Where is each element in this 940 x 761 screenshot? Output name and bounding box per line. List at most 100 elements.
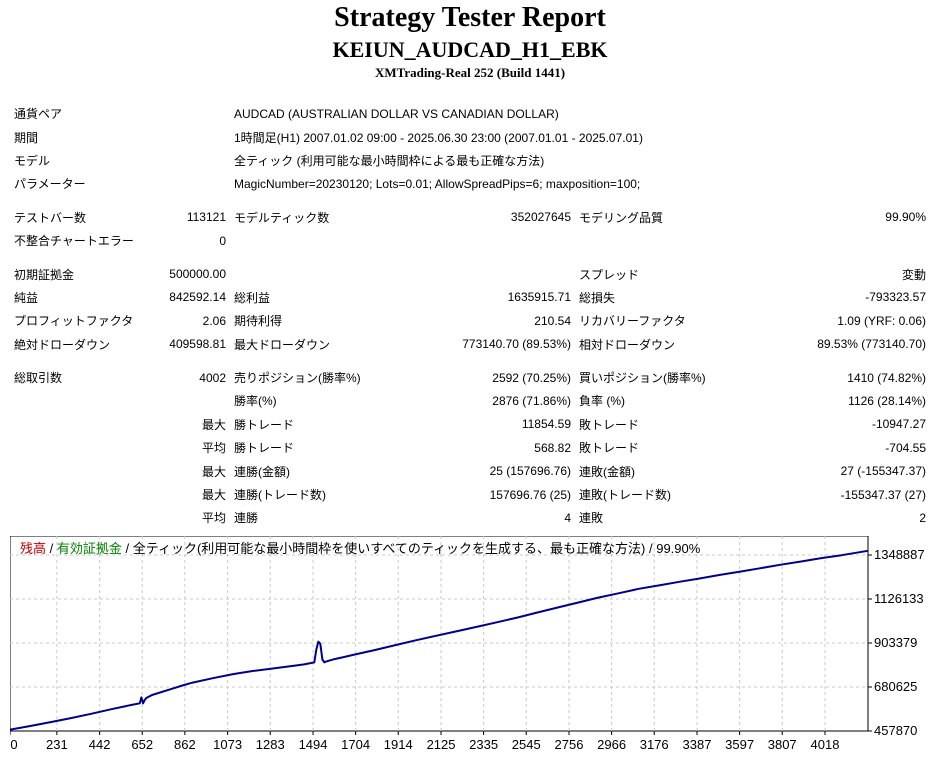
value-parameters: MagicNumber=20230120; Lots=0.01; AllowSp…	[234, 176, 641, 191]
x-tick-label: 231	[46, 737, 68, 752]
value-consec-losses-money: 27 (-155347.37)	[840, 464, 926, 479]
x-tick-label: 0	[10, 737, 17, 752]
value-grossloss: -793323.57	[865, 290, 926, 305]
label-quality: モデリング品質	[579, 210, 664, 225]
value-expected: 210.54	[534, 313, 571, 328]
x-tick-label: 2125	[427, 737, 456, 752]
legend-balance: 残高	[20, 541, 46, 556]
value-mismatch: 0	[219, 233, 226, 248]
balance-line	[10, 549, 869, 731]
label-symbol: 通貨ペア	[14, 107, 63, 122]
row-consec-money: 最大 連勝(金額) 25 (157696.76) 連敗(金額) 27 (-155…	[10, 459, 930, 482]
x-tick-label: 1914	[384, 737, 413, 752]
label-max-1: 最大	[201, 417, 226, 432]
row-total-trades: 総取引数 4002 売りポジション(勝率%) 2592 (70.25%) 買いポ…	[10, 366, 930, 389]
value-reldd: 89.53% (773140.70)	[817, 337, 926, 352]
value-avg-loss: -704.55	[885, 440, 926, 455]
y-tick-label: 680625	[874, 679, 917, 694]
label-maxdd: 最大ドローダウン	[234, 337, 331, 352]
label-parameters: パラメーター	[14, 177, 86, 192]
y-tick-label: 1348887	[874, 547, 925, 562]
x-tick-label: 4018	[811, 737, 840, 752]
value-period: 1時間足(H1) 2007.01.02 09:00 - 2025.06.30 2…	[234, 130, 643, 145]
value-avg-consec-wins: 4	[564, 510, 571, 525]
label-avg-win: 勝トレード	[234, 441, 295, 456]
label-absdd: 絶対ドローダウン	[14, 337, 111, 352]
y-tick-label: 457870	[874, 723, 917, 738]
label-model: モデル	[14, 153, 51, 168]
row-largest: 最大 勝トレード 11854.59 敗トレード -10947.27	[10, 413, 930, 436]
x-tick-label: 2335	[469, 737, 498, 752]
y-tick-label: 903379	[874, 635, 917, 650]
label-netprofit: 純益	[14, 290, 39, 305]
value-grossprofit: 1635915.71	[507, 290, 571, 305]
x-tick-label: 1704	[341, 737, 370, 752]
x-tick-label: 2545	[512, 737, 541, 752]
label-recovery: リカバリーファクタ	[579, 314, 686, 329]
label-expected: 期待利得	[234, 314, 283, 329]
x-tick-label: 3807	[768, 737, 797, 752]
legend-description: 全ティック(利用可能な最小時間枠を使いすべてのティックを生成する、最も正確な方法…	[133, 541, 701, 556]
label-short: 売りポジション(勝率%)	[234, 371, 361, 386]
label-long: 買いポジション(勝率%)	[579, 371, 706, 386]
label-winrate: 勝率(%)	[234, 394, 277, 409]
label-avg-consec-wins: 連勝	[234, 511, 259, 526]
value-profitfactor: 2.06	[202, 313, 226, 328]
label-mismatch: 不整合チャートエラー	[14, 234, 134, 249]
label-max-3: 最大	[201, 488, 226, 503]
value-spread: 変動	[901, 267, 926, 282]
label-reldd: 相対ドローダウン	[579, 337, 676, 352]
value-symbol: AUDCAD (AUSTRALIAN DOLLAR VS CANADIAN DO…	[234, 106, 559, 121]
plot-frame	[10, 536, 869, 732]
label-avg-loss: 敗トレード	[579, 441, 640, 456]
label-avg-consec-losses: 連敗	[579, 511, 604, 526]
value-consec-wins-count: 157696.76 (25)	[489, 487, 571, 502]
row-profitfactor: プロフィットファクタ 2.06 期待利得 210.54 リカバリーファクタ 1.…	[10, 309, 930, 332]
row-average: 平均 勝トレード 568.82 敗トレード -704.55	[10, 436, 930, 459]
label-lossrate: 負率 (%)	[579, 394, 625, 409]
x-tick-label: 862	[174, 737, 196, 752]
label-avg-1: 平均	[201, 441, 226, 456]
x-tick-label: 2756	[555, 737, 584, 752]
value-recovery: 1.09 (YRF: 0.06)	[837, 313, 926, 328]
value-avg-consec-losses: 2	[919, 510, 926, 525]
value-ticks: 352027645	[510, 210, 571, 225]
label-largest-loss: 敗トレード	[579, 417, 640, 432]
value-avg-win: 568.82	[534, 440, 571, 455]
chart-grid	[10, 536, 868, 731]
label-grossprofit: 総利益	[234, 290, 271, 305]
x-tick-label: 652	[131, 737, 153, 752]
x-axis-labels: 0 231 442 652 862 1073 1283 1494 1704 1914 2125 233…	[10, 731, 839, 752]
x-tick-label: 3387	[683, 737, 712, 752]
server-build: XMTrading-Real 252 (Build 1441)	[374, 65, 566, 80]
legend-sep-2: /	[122, 541, 133, 556]
label-bars: テストバー数	[14, 210, 87, 225]
value-largest-win: 11854.59	[521, 417, 571, 432]
report-table: 通貨ペア AUDCAD (AUSTRALIAN DOLLAR VS CANADI…	[10, 102, 930, 530]
label-consec-wins-count: 連勝(トレード数)	[234, 488, 326, 503]
x-tick-label: 3597	[725, 737, 754, 752]
value-total-trades: 4002	[199, 370, 226, 385]
value-netprofit: 842592.14	[169, 290, 226, 305]
row-parameters: パラメーター MagicNumber=20230120; Lots=0.01; …	[10, 172, 930, 195]
value-quality: 99.90%	[885, 210, 926, 225]
label-period: 期間	[14, 130, 39, 145]
row-winrate: 勝率(%) 2876 (71.86%) 負率 (%) 1126 (28.14%)	[10, 389, 930, 412]
row-symbol: 通貨ペア AUDCAD (AUSTRALIAN DOLLAR VS CANADI…	[10, 102, 930, 125]
label-largest-win: 勝トレード	[234, 417, 295, 432]
x-tick-label: 442	[89, 737, 111, 752]
value-deposit: 500000.00	[169, 267, 226, 282]
row-period: 期間 1時間足(H1) 2007.01.02 09:00 - 2025.06.3…	[10, 125, 930, 148]
label-consec-losses-money: 連敗(金額)	[579, 464, 635, 479]
row-drawdown: 絶対ドローダウン 409598.81 最大ドローダウン 773140.70 (8…	[10, 333, 930, 356]
label-grossloss: 総損失	[579, 290, 616, 305]
x-tick-label: 1073	[213, 737, 242, 752]
label-spread: スプレッド	[579, 267, 640, 282]
value-bars: 113121	[186, 210, 226, 225]
legend-sep-1: /	[46, 541, 57, 556]
label-avg-2: 平均	[201, 511, 226, 526]
value-winrate: 2876 (71.86%)	[492, 393, 571, 408]
row-avg-consec: 平均 連勝 4 連敗 2	[10, 506, 930, 529]
chart-legend: 残高 / 有効証拠金 / 全ティック(利用可能な最小時間枠を使いすべてのティック…	[20, 541, 701, 556]
y-tick-label: 1126133	[874, 591, 924, 606]
